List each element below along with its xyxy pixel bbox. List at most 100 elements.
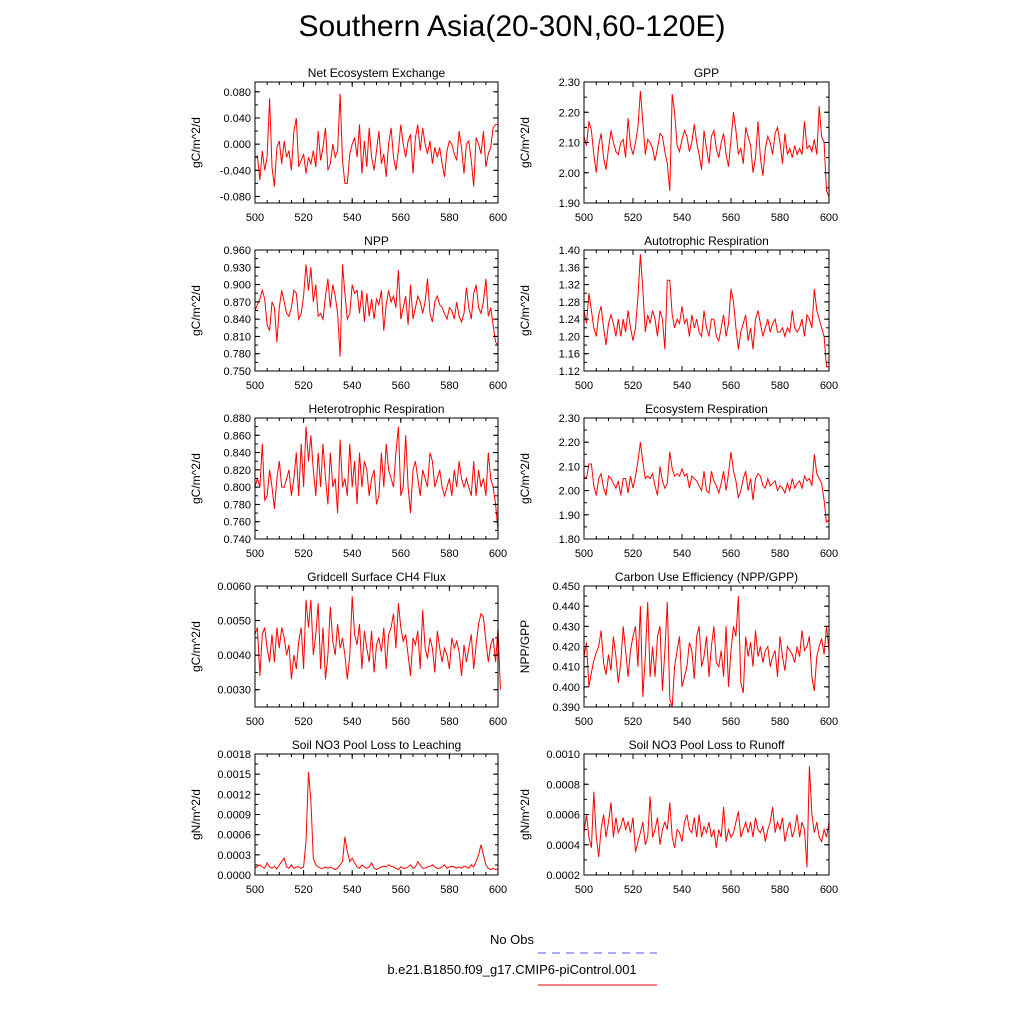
x-tick-label: 500 (246, 380, 264, 392)
y-axis-label: gN/m^2/d (518, 789, 532, 840)
y-tick-label: 1.40 (559, 245, 580, 257)
y-tick-label: -0.040 (220, 165, 251, 177)
x-tick-label: 520 (294, 212, 312, 224)
panel-title: NPP (364, 234, 389, 248)
x-tick-label: 540 (343, 716, 361, 728)
panel-autotrophic-respiration: Autotrophic Respiration gC/m^2/d 1.12 1.16 1… (518, 234, 838, 392)
panel-net-ecosystem-exchange: Net Ecosystem Exchange gC/m^2/d -0.080 -0.0… (189, 66, 507, 224)
y-tick-label: 0.440 (552, 601, 580, 613)
x-tick-label: 600 (820, 548, 838, 560)
y-axis-label: gC/m^2/d (189, 117, 203, 168)
y-tick-label: 1.28 (559, 297, 580, 309)
panel-title: Gridcell Surface CH4 Flux (307, 570, 446, 584)
y-tick-label: 0.960 (223, 245, 251, 257)
plot-frame (254, 249, 499, 372)
plot-frame (583, 753, 830, 876)
x-tick-label: 600 (820, 884, 838, 896)
y-tick-label: 0.0050 (217, 616, 251, 628)
y-tick-label: 1.12 (559, 366, 580, 378)
x-tick-label: 540 (343, 380, 361, 392)
series-line (583, 91, 830, 198)
series-line (254, 426, 499, 531)
panel-heterotrophic-respiration: Heterotrophic Respiration gC/m^2/d 0.740 0.… (189, 402, 507, 560)
y-axis-label: gC/m^2/d (189, 453, 203, 504)
x-tick-label: 560 (392, 884, 410, 896)
x-tick-label: 580 (440, 716, 458, 728)
x-tick-label: 600 (489, 380, 507, 392)
y-tick-label: 0.880 (223, 413, 251, 425)
x-tick-label: 560 (722, 380, 740, 392)
y-tick-label: 1.36 (559, 262, 580, 274)
y-tick-label: 0.0015 (217, 769, 251, 781)
legend-obs-line-wrap (538, 952, 657, 954)
y-axis-label: NPP/GPP (518, 620, 532, 673)
x-tick-label: 540 (673, 212, 691, 224)
panel-carbon-use-efficiency-npp-gpp: Carbon Use Efficiency (NPP/GPP) NPP/GPP 0.… (518, 570, 838, 728)
y-tick-label: 0.840 (223, 314, 251, 326)
x-tick-label: 520 (294, 884, 312, 896)
y-tick-label: 0.760 (223, 517, 251, 529)
y-axis-label: gC/m^2/d (518, 117, 532, 168)
x-tick-label: 500 (575, 884, 593, 896)
y-tick-label: 0.390 (552, 702, 580, 714)
y-tick-label: 0.0012 (217, 789, 251, 801)
y-axis-label: gC/m^2/d (189, 285, 203, 336)
x-tick-label: 520 (624, 548, 642, 560)
x-tick-label: 520 (294, 548, 312, 560)
x-tick-label: 560 (722, 548, 740, 560)
x-tick-label: 560 (392, 548, 410, 560)
x-tick-label: 600 (489, 548, 507, 560)
x-tick-label: 580 (771, 212, 789, 224)
y-tick-label: 0.080 (223, 87, 251, 99)
panel-title: Ecosystem Respiration (645, 402, 768, 416)
y-axis-label: gC/m^2/d (189, 621, 203, 672)
y-tick-label: 0.740 (223, 534, 251, 546)
series-line (254, 93, 498, 187)
y-tick-label: 1.20 (559, 331, 580, 343)
y-axis-label: gC/m^2/d (518, 453, 532, 504)
x-tick-label: 580 (771, 548, 789, 560)
panel-title: Net Ecosystem Exchange (308, 66, 446, 80)
x-tick-label: 600 (489, 716, 507, 728)
y-tick-label: 0.860 (223, 430, 251, 442)
y-tick-label: 2.30 (559, 77, 580, 89)
series-line (583, 442, 830, 524)
x-tick-label: 520 (624, 380, 642, 392)
x-tick-label: 540 (673, 884, 691, 896)
x-tick-label: 560 (392, 380, 410, 392)
y-tick-label: 1.32 (559, 280, 580, 292)
x-tick-label: 540 (673, 548, 691, 560)
series-line (254, 264, 499, 357)
y-tick-label: 2.10 (559, 138, 580, 150)
series-line (583, 254, 829, 368)
x-tick-label: 540 (343, 548, 361, 560)
x-tick-label: 600 (820, 716, 838, 728)
y-tick-label: 0.040 (223, 113, 251, 125)
y-tick-label: 2.10 (559, 461, 580, 473)
legend-obs-label: No Obs (489, 932, 535, 947)
x-tick-label: 560 (722, 884, 740, 896)
plot-frame (583, 585, 830, 708)
series-line (583, 596, 830, 708)
y-axis-label: gN/m^2/d (189, 789, 203, 840)
y-tick-label: 0.930 (223, 262, 251, 274)
panel-gpp: GPP gC/m^2/d 1.90 2.00 2.10 2.20 2.30 500 520 540… (518, 66, 838, 224)
y-tick-label: 0.780 (223, 349, 251, 361)
y-tick-label: 0.820 (223, 465, 251, 477)
y-tick-label: 0.810 (223, 331, 251, 343)
panel-title: GPP (694, 66, 719, 80)
legend-model-label: b.e21.B1850.f09_g17.CMIP6-piControl.001 (387, 962, 637, 977)
panel-soil-no3-pool-loss-to-leaching: Soil NO3 Pool Loss to Leaching gN/m^2/d 0.… (189, 738, 507, 896)
y-tick-label: 2.20 (559, 107, 580, 119)
x-tick-label: 580 (771, 884, 789, 896)
y-tick-label: 0.410 (552, 662, 580, 674)
y-tick-label: 0.000 (223, 139, 251, 151)
x-tick-label: 540 (673, 716, 691, 728)
y-tick-label: 0.0000 (217, 870, 251, 882)
y-tick-label: 0.840 (223, 448, 251, 460)
x-tick-label: 600 (489, 212, 507, 224)
x-tick-label: 500 (246, 212, 264, 224)
y-tick-label: 0.870 (223, 297, 251, 309)
x-tick-label: 580 (440, 548, 458, 560)
